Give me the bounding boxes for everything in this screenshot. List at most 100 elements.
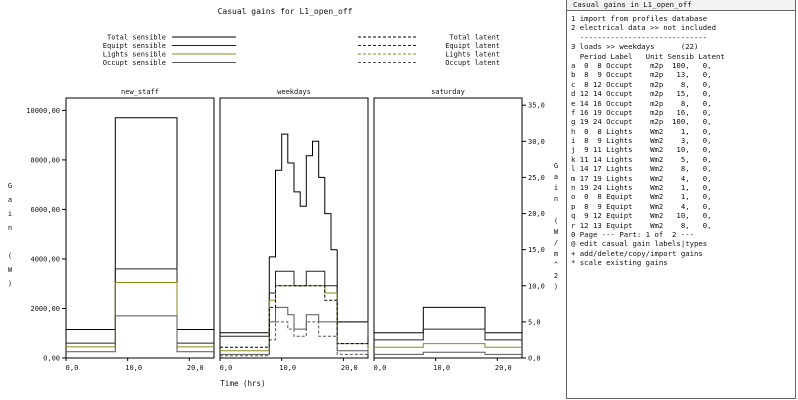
- left-tick-label: 0,00: [43, 355, 60, 363]
- menu-item[interactable]: * scale existing gains: [571, 258, 668, 268]
- right-tick-label: 0,0: [528, 355, 541, 363]
- panel-title-saturday: saturday: [431, 88, 465, 96]
- menu-item[interactable]: l 14 17 Lights Wm2 8, 0,: [571, 164, 712, 174]
- x-tick-label: 0,0: [374, 364, 387, 372]
- legend-label-latent: Equipt latent: [445, 42, 500, 50]
- right-axis-label-char: ^: [554, 261, 558, 269]
- x-tick-label: 0,0: [220, 364, 233, 372]
- menu-item[interactable]: j 9 11 Lights Wm2 10, 0,: [571, 145, 712, 155]
- casual-gains-graph: Casual gains for L1_open_off Total sensi…: [8, 7, 559, 388]
- menu-item: Period Label Unit Sensib Latent: [571, 51, 725, 61]
- menu-item[interactable]: p 8 9 Equipt Wm2 4, 0,: [571, 201, 712, 211]
- panel-frame-saturday: [373, 97, 523, 359]
- left-tick-label: 4000,00: [30, 255, 60, 263]
- series-line-occupt-latent: [220, 321, 369, 357]
- menu-item[interactable]: c 8 12 Occupt m2p 8, 0,: [571, 79, 712, 89]
- left-axis-label-char: ): [8, 280, 12, 288]
- panel-title-new_staff: new_staff: [121, 88, 159, 96]
- menu-item[interactable]: a 0 8 Occupt m2p 100, 0,: [571, 60, 712, 70]
- menu-item[interactable]: f 16 19 Occupt m2p 16, 0,: [571, 107, 712, 117]
- legend-label-latent: Occupt latent: [445, 59, 500, 67]
- left-axis-label-char: a: [8, 196, 12, 204]
- series-line-total-sensible: [374, 306, 522, 334]
- menu-item[interactable]: 1 import from profiles database: [571, 14, 708, 23]
- menu-item[interactable]: d 12 14 Occupt m2p 15, 0,: [571, 89, 712, 99]
- casual-gains-menu: Casual gains in L1_open_off 1 import fro…: [566, 0, 796, 399]
- menu-item[interactable]: q 9 12 Equipt Wm2 10, 0,: [571, 211, 712, 221]
- left-tick-label: 6000,00: [30, 206, 60, 214]
- menu-item[interactable]: m 17 19 Lights Wm2 4, 0,: [571, 173, 712, 183]
- series-line-equipt-sensible: [374, 328, 522, 341]
- menu-item[interactable]: 0 Page --- Part: 1 of 2 ---: [571, 229, 695, 239]
- menu-item[interactable]: i 8 9 Lights Wm2 3, 0,: [571, 136, 712, 146]
- menu-item[interactable]: k 11 14 Lights Wm2 5, 0,: [571, 154, 712, 164]
- menu-item[interactable]: 2 electrical data >> not included: [571, 23, 716, 33]
- x-tick-label: 10,0: [433, 364, 450, 372]
- plot-axes: 0,00 2000,00 4000,00 6000,00 8000,00 10000,00…: [8, 102, 559, 388]
- right-axis-label-char: a: [554, 173, 558, 181]
- menu-item[interactable]: + add/delete/copy/import gains: [571, 248, 703, 258]
- menu-item[interactable]: r 12 13 Equipt Wm2 8, 0,: [571, 220, 712, 230]
- menu-item[interactable]: g 19 24 Occupt m2p 100, 0,: [571, 117, 712, 127]
- graph-title: Casual gains for L1_open_off: [218, 7, 353, 16]
- left-tick-label: 10000,00: [26, 107, 60, 115]
- menu-item[interactable]: e 14 16 Occupt m2p 8, 0,: [571, 98, 712, 108]
- legend-label-latent: Total latent: [449, 34, 500, 42]
- legend-label-sensible: Total sensible: [107, 34, 166, 42]
- right-axis-label-char: /: [554, 239, 558, 247]
- x-tick-label: 10,0: [125, 364, 142, 372]
- series-line-total-sensible: [220, 133, 368, 334]
- right-axis-label-char: G: [554, 162, 558, 170]
- right-tick-label: 25,0: [528, 174, 545, 182]
- right-tick-label: 20,0: [528, 210, 545, 218]
- right-tick-label: 30,0: [528, 138, 545, 146]
- series-line-total-sensible: [66, 117, 214, 330]
- x-tick-label: 20,0: [495, 364, 512, 372]
- left-axis-label-char: G: [8, 182, 12, 190]
- legend-label-sensible: Equipt sensible: [103, 42, 166, 50]
- x-tick-label: 10,0: [279, 364, 296, 372]
- menu-item[interactable]: b 8 9 Occupt m2p 13, 0,: [571, 70, 712, 80]
- right-tick-label: 5,0: [528, 318, 541, 326]
- menu-list: 1 import from profiles database 2 electri…: [567, 11, 795, 268]
- menu-item[interactable]: @ edit casual gain labels|types: [571, 239, 708, 249]
- right-axis-label-char: W: [554, 228, 559, 236]
- left-tick-label: 2000,00: [30, 305, 60, 313]
- series-line-occupt-sensible: [374, 351, 522, 355]
- plot-panels: new_staff weekdays saturday: [65, 88, 523, 359]
- x-axis-label: Time (hrs): [220, 379, 265, 388]
- legend-label-sensible: Lights sensible: [103, 51, 166, 59]
- x-tick-label: 20,0: [187, 364, 204, 372]
- right-axis-label-char: m: [554, 250, 558, 258]
- right-tick-label: 15,0: [528, 246, 545, 254]
- left-axis-label-char: W: [8, 266, 13, 274]
- left-tick-label: 8000,00: [30, 156, 60, 164]
- menu-item[interactable]: o 0 8 Equipt Wm2 1, 0,: [571, 192, 712, 202]
- right-tick-label: 10,0: [528, 282, 545, 290]
- right-axis-label-char: (: [554, 217, 558, 225]
- legend-label-sensible: Occupt sensible: [103, 59, 166, 67]
- x-tick-label: 0,0: [66, 364, 79, 372]
- right-tick-label: 35,0: [528, 102, 545, 110]
- menu-item[interactable]: h 0 8 Lights Wm2 1, 0,: [571, 126, 712, 136]
- legend-label-latent: Lights latent: [445, 51, 500, 59]
- menu-item: -----------------------------: [571, 32, 708, 42]
- x-tick-label: 20,0: [341, 364, 358, 372]
- menu-title: Casual gains in L1_open_off: [567, 0, 795, 11]
- series-line-lights-sensible: [374, 343, 522, 348]
- left-axis-label-char: i: [8, 210, 12, 218]
- series-line-occupt-sensible: [66, 315, 214, 353]
- right-axis-label-char: ): [554, 283, 558, 291]
- panel-title-weekdays: weekdays: [277, 88, 311, 96]
- series-line-equipt-sensible: [66, 268, 214, 344]
- right-axis-label-char: i: [554, 184, 558, 192]
- menu-item[interactable]: n 19 24 Lights Wm2 1, 0,: [571, 183, 712, 193]
- series-line-lights-sensible: [66, 282, 214, 348]
- menu-item[interactable]: 3 loads >> weekdays (22): [571, 42, 699, 52]
- left-axis-label-char: (: [8, 252, 12, 260]
- left-axis-label-char: n: [8, 224, 12, 232]
- right-axis-label-char: 2: [554, 272, 558, 280]
- right-axis-label-char: n: [554, 195, 558, 203]
- panel-frame-new_staff: [65, 97, 215, 359]
